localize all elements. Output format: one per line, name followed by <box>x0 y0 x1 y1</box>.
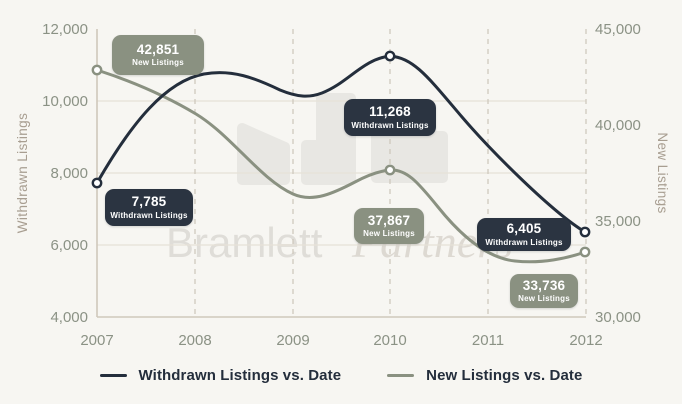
callout-value: 42,851 <box>136 41 180 57</box>
withdrawn-markers <box>91 50 591 238</box>
callout-value: 37,867 <box>367 212 411 228</box>
right-tick: 45,000 <box>595 21 641 38</box>
callout-new-2012: 33,736 New Listings <box>510 274 578 308</box>
left-tick: 10,000 <box>42 93 88 110</box>
left-tick: 8,000 <box>50 165 88 182</box>
point-marker-new-2012 <box>579 246 591 258</box>
right-axis-ticks: 45,000 40,000 35,000 30,000 <box>595 21 641 326</box>
x-label: 2008 <box>178 332 211 349</box>
x-axis-labels: 2007 2008 2009 2010 2011 2012 <box>80 332 602 349</box>
x-label: 2012 <box>569 332 602 349</box>
watermark-brand: Bramlett <box>166 219 323 266</box>
callout-value: 11,268 <box>369 104 411 120</box>
x-label: 2009 <box>276 332 309 349</box>
point-marker-withdrawn-2007 <box>91 177 103 189</box>
left-tick: 4,000 <box>50 309 88 326</box>
callout-withdrawn-2012: 6,405 Withdrawn Listings <box>477 218 571 251</box>
logo-shape-flag <box>237 123 290 185</box>
right-tick: 40,000 <box>595 117 641 134</box>
right-tick: 30,000 <box>595 309 641 326</box>
legend-item-new-listings: New Listings vs. Date <box>387 367 582 384</box>
callout-new-2007: 42,851 New Listings <box>112 35 204 75</box>
point-marker-new-2010 <box>384 164 396 176</box>
callout-label: Withdrawn Listings <box>485 237 563 247</box>
legend-label: Withdrawn Listings vs. Date <box>138 366 342 384</box>
callout-value: 7,785 <box>131 194 167 210</box>
watermark-logo <box>237 93 448 185</box>
legend-item-withdrawn: Withdrawn Listings vs. Date <box>99 366 342 384</box>
callout-label: New Listings <box>132 58 184 68</box>
point-marker-withdrawn-2012 <box>579 226 591 238</box>
chart-legend: Withdrawn Listings vs. Date New Listings… <box>0 363 682 387</box>
callout-label: New Listings <box>363 229 415 239</box>
point-marker-withdrawn-2010 <box>384 50 396 62</box>
callout-withdrawn-2010: 11,268 Withdrawn Listings <box>344 99 436 136</box>
x-label: 2010 <box>373 332 406 349</box>
callout-label: Withdrawn Listings <box>351 120 429 130</box>
callout-withdrawn-2007: 7,785 Withdrawn Listings <box>105 189 193 226</box>
withdrawn-line-swatch-icon <box>99 373 127 377</box>
new-listings-line <box>95 68 587 264</box>
new-listings-line-swatch-icon <box>387 373 415 377</box>
left-tick: 6,000 <box>50 237 88 254</box>
left-axis-ticks: 12,000 10,000 8,000 6,000 4,000 <box>42 21 88 326</box>
axis-lines <box>96 29 586 318</box>
withdrawn-line <box>95 54 587 234</box>
logo-shape-tower <box>301 93 356 185</box>
callout-label: Withdrawn Listings <box>110 210 188 220</box>
callout-value: 33,736 <box>522 277 566 293</box>
callout-value: 6,405 <box>506 221 542 237</box>
left-axis-title: Withdrawn Listings <box>15 113 30 234</box>
callout-label: New Listings <box>518 294 570 304</box>
right-tick: 35,000 <box>595 213 641 230</box>
callout-new-2010: 37,867 New Listings <box>354 208 424 244</box>
new-listings-markers <box>91 64 591 258</box>
point-marker-new-2007 <box>91 64 103 76</box>
x-label: 2007 <box>80 332 113 349</box>
left-tick: 12,000 <box>42 21 88 38</box>
legend-label: New Listings vs. Date <box>426 366 583 384</box>
x-label: 2011 <box>472 332 504 349</box>
right-axis-title: New Listings <box>655 132 670 213</box>
